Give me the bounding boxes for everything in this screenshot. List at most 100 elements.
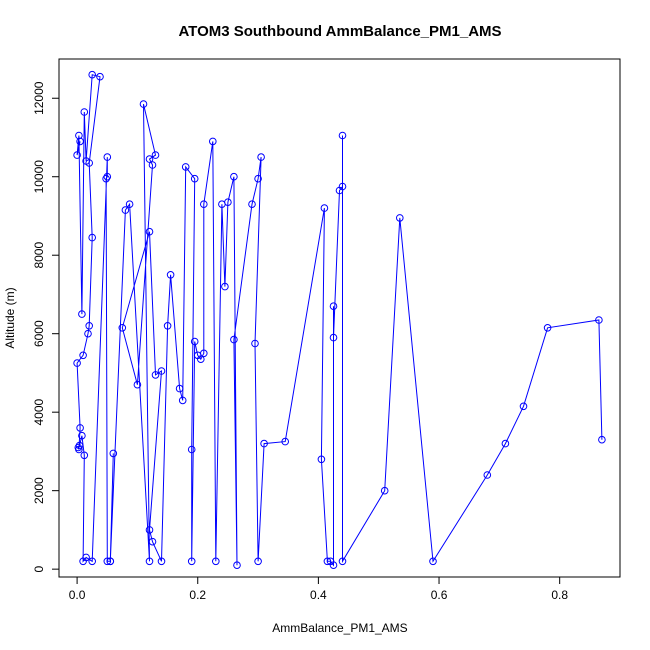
x-axis: 0.0 0.2 0.4 0.6 0.8 xyxy=(69,576,568,602)
data-point xyxy=(251,339,259,348)
data-point xyxy=(75,131,83,140)
data-point xyxy=(595,316,603,324)
data-point xyxy=(209,137,217,146)
data-point xyxy=(212,557,220,566)
data-point xyxy=(178,396,187,405)
data-point xyxy=(248,200,256,208)
data-point xyxy=(78,310,86,318)
data-point xyxy=(190,174,199,183)
data-point xyxy=(88,557,96,566)
data-point xyxy=(78,431,86,440)
data-point xyxy=(109,449,118,458)
data-point xyxy=(157,557,166,566)
data-point xyxy=(197,355,205,364)
data-point xyxy=(80,108,89,116)
data-point xyxy=(76,424,84,432)
data-point xyxy=(85,322,93,330)
data-point xyxy=(230,172,238,181)
data-point xyxy=(82,553,90,562)
data-point xyxy=(175,384,184,393)
data-point xyxy=(163,322,172,330)
x-tick-label: 0.6 xyxy=(431,588,448,602)
data-point xyxy=(73,151,81,159)
data-point xyxy=(79,351,87,360)
chart-title: ATOM3 Southbound AmmBalance_PM1_AMS xyxy=(178,23,501,40)
data-point xyxy=(133,380,142,389)
x-tick-label: 0.8 xyxy=(551,588,568,602)
data-point xyxy=(323,557,332,566)
data-point xyxy=(329,333,338,342)
data-point xyxy=(148,161,157,169)
data-point xyxy=(145,155,154,163)
data-point xyxy=(187,445,196,454)
data-point xyxy=(103,557,112,566)
series-line xyxy=(76,74,603,567)
data-point xyxy=(80,451,89,460)
data-point xyxy=(501,439,510,448)
data-point xyxy=(106,557,115,566)
data-point xyxy=(200,349,208,358)
data-point xyxy=(139,100,148,108)
data-point xyxy=(145,227,154,236)
data-point xyxy=(543,324,552,332)
x-tick-label: 0.2 xyxy=(189,588,206,602)
y-tick-label: 4000 xyxy=(32,399,46,426)
y-axis: 0 2000 4000 6000 8000 10000 12000 xyxy=(32,81,60,572)
data-point xyxy=(281,437,290,446)
data-point xyxy=(145,526,154,534)
data-point xyxy=(200,200,208,208)
data-point xyxy=(181,163,190,171)
data-point xyxy=(224,198,232,206)
data-point xyxy=(396,214,404,222)
data-point xyxy=(157,367,166,375)
y-tick-label: 10000 xyxy=(32,160,46,194)
data-point xyxy=(103,172,112,181)
data-point xyxy=(429,557,437,566)
data-point xyxy=(254,174,262,183)
data-point xyxy=(96,72,104,81)
data-point xyxy=(254,557,262,566)
data-point xyxy=(76,137,84,146)
data-point xyxy=(483,471,492,479)
data-point xyxy=(190,337,199,346)
data-point xyxy=(320,204,329,212)
y-tick-label: 12000 xyxy=(32,81,46,115)
data-point xyxy=(329,561,338,570)
y-tick-label: 2000 xyxy=(32,477,46,504)
data-point xyxy=(598,435,606,444)
data-point xyxy=(151,151,160,159)
data-point xyxy=(166,271,175,279)
data-point xyxy=(151,371,160,379)
data-point xyxy=(75,441,84,450)
data-point xyxy=(103,153,112,161)
data-point xyxy=(125,200,134,208)
data-point xyxy=(118,324,127,332)
y-tick-label: 0 xyxy=(32,565,46,572)
data-point xyxy=(317,455,326,464)
data-point xyxy=(148,537,157,546)
data-point xyxy=(329,302,338,311)
data-point xyxy=(257,153,265,161)
data-point xyxy=(88,233,96,242)
data-point xyxy=(85,159,93,167)
data-point xyxy=(338,557,347,566)
y-tick-label: 6000 xyxy=(32,320,46,347)
x-tick-label: 0.4 xyxy=(310,588,327,602)
x-tick-label: 0.0 xyxy=(69,588,86,602)
x-axis-label: AmmBalance_PM1_AMS xyxy=(272,621,407,635)
data-point xyxy=(73,359,81,367)
data-point xyxy=(88,70,96,79)
data-point xyxy=(260,439,268,448)
y-tick-label: 8000 xyxy=(32,242,46,269)
data-point xyxy=(338,131,347,140)
data-point xyxy=(338,182,347,191)
data-point xyxy=(145,557,154,566)
data-point xyxy=(233,561,241,570)
y-axis-label: Altitude (m) xyxy=(3,287,17,348)
data-point xyxy=(84,329,92,338)
data-point xyxy=(102,174,110,183)
data-point xyxy=(121,206,130,214)
data-series xyxy=(73,70,606,570)
data-point xyxy=(380,486,389,495)
data-point xyxy=(221,282,229,291)
